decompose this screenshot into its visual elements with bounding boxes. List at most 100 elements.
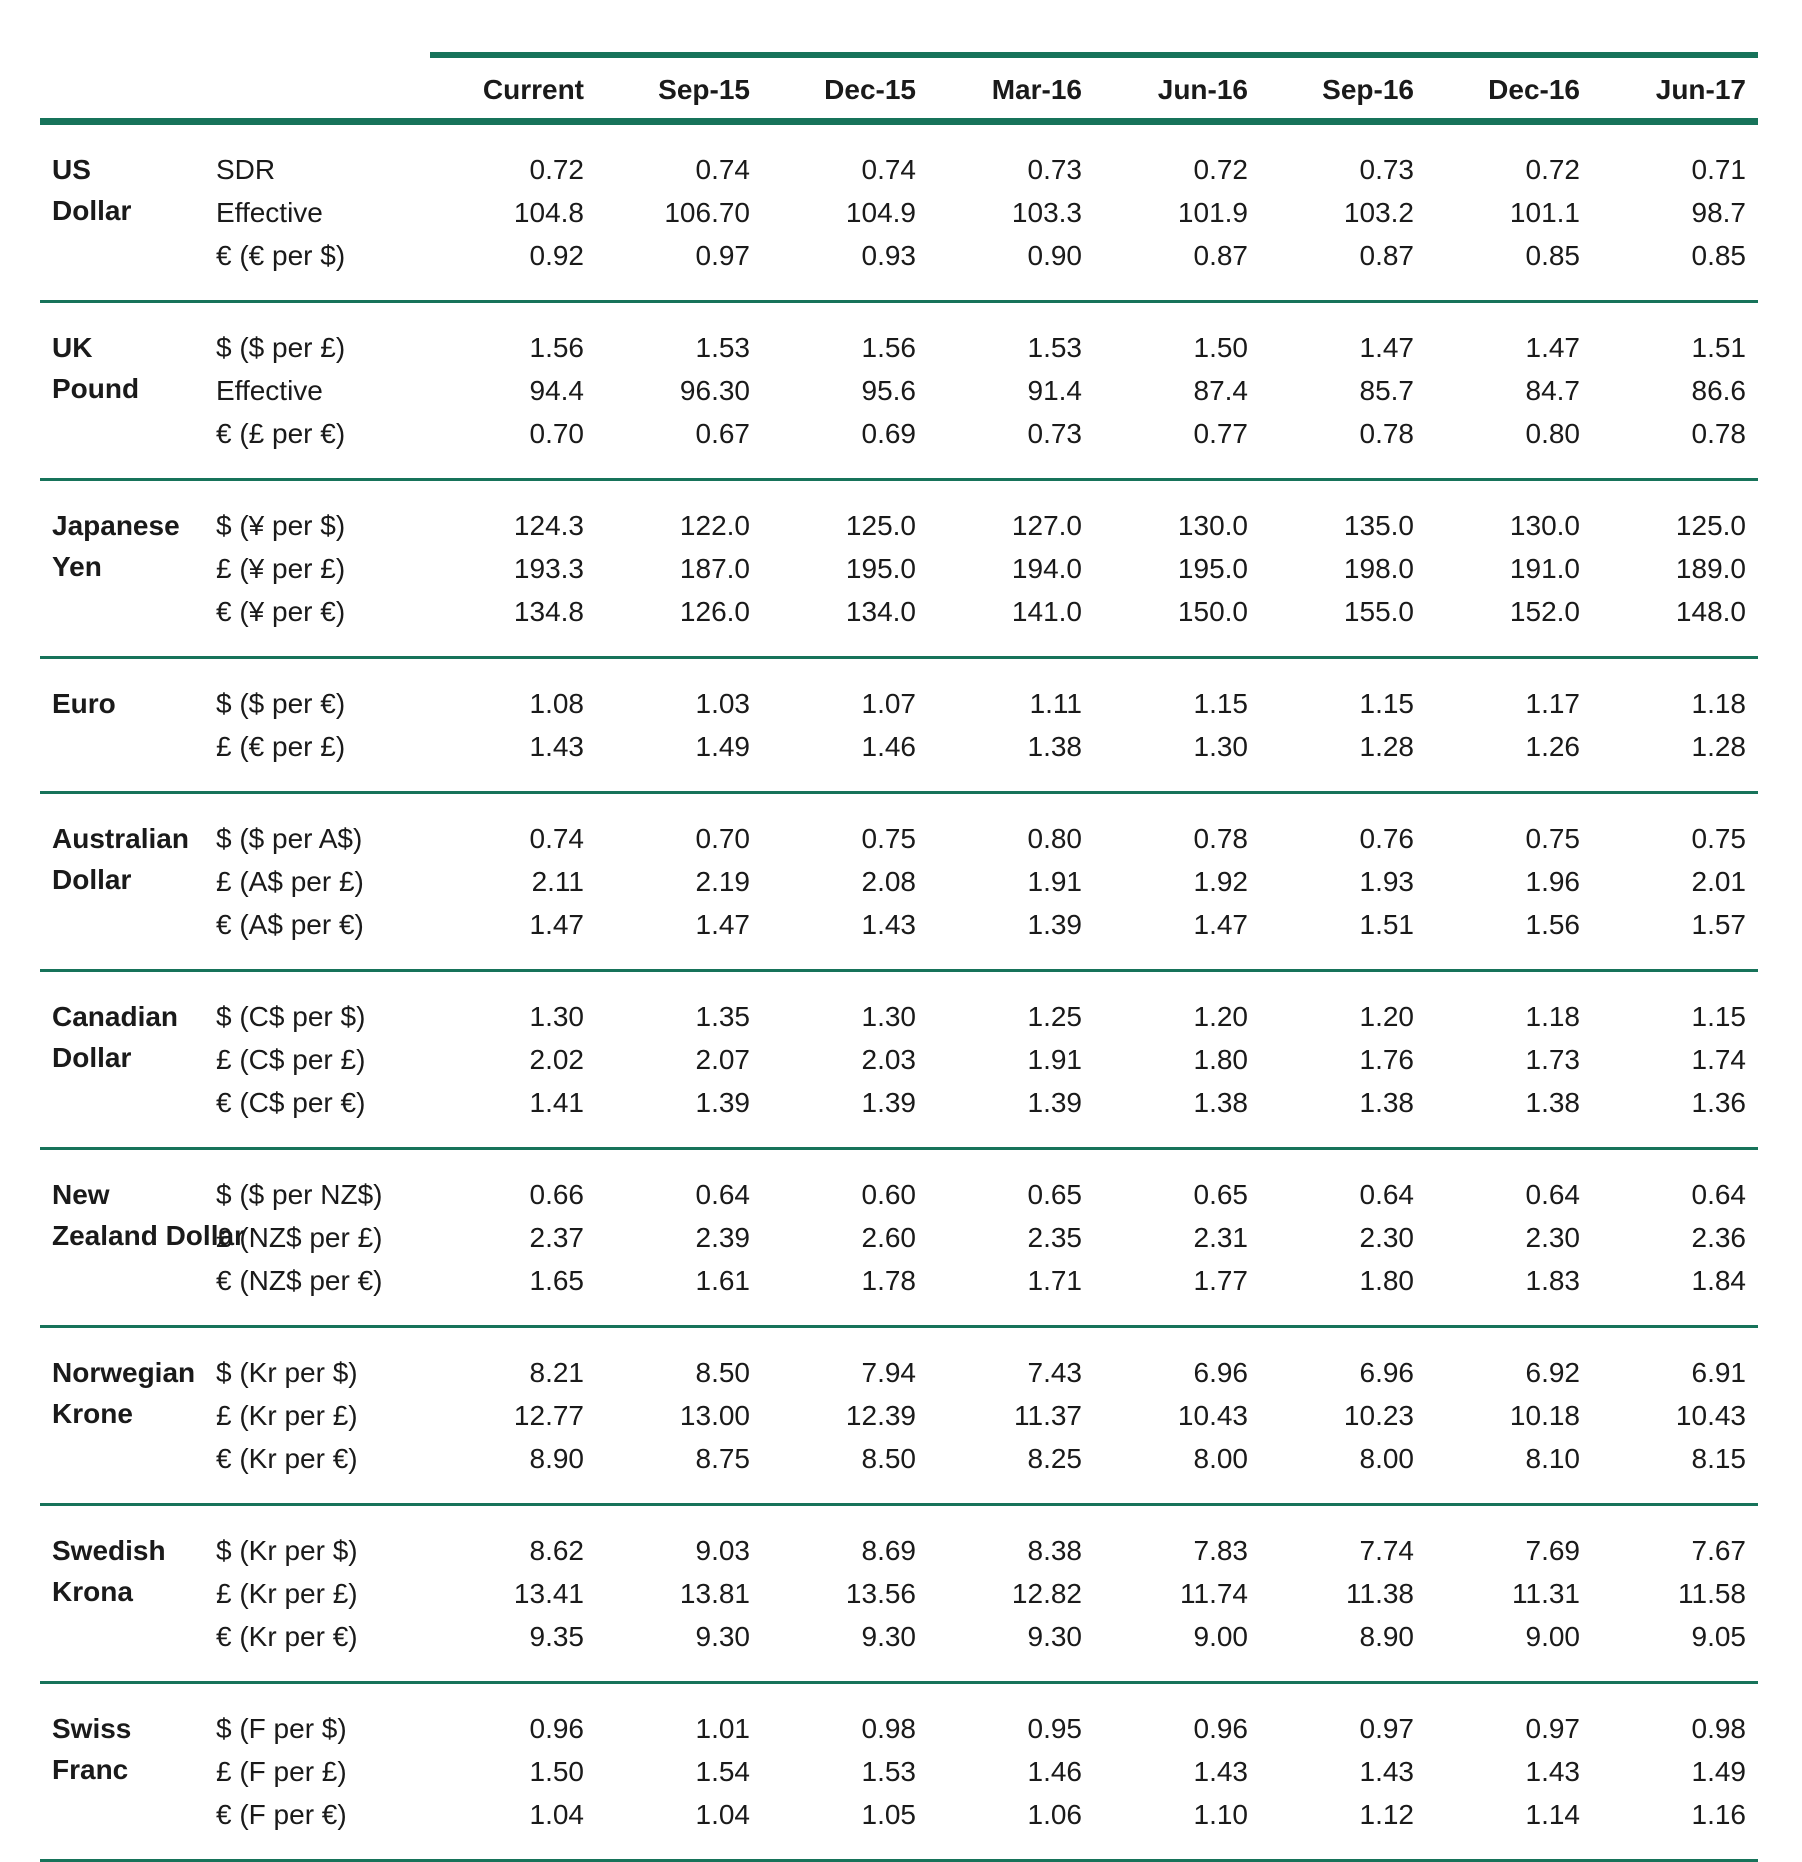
currency-name: Norwegian Krone bbox=[40, 1327, 215, 1505]
rate-value: 8.21 bbox=[529, 1357, 585, 1388]
rate-value: 0.69 bbox=[861, 418, 917, 449]
table-row: US Dollar SDR 0.72 0.74 0.74 0.73 0.72 0.73 0.72 0… bbox=[40, 122, 1758, 226]
rate-value: 124.3 bbox=[513, 510, 584, 541]
rate-value: 9.03 bbox=[695, 1535, 751, 1566]
table-row: £ (F per £) 1.50 1.54 1.53 1.46 1.43 1.43 1.43 1… bbox=[40, 1750, 1758, 1793]
rate-value: 1.43 bbox=[529, 731, 585, 762]
rate-value: 0.87 bbox=[1193, 240, 1249, 271]
rate-label: $ ($ per NZ$) bbox=[216, 1179, 383, 1210]
rate-value: 8.15 bbox=[1691, 1443, 1747, 1474]
rate-value: 95.6 bbox=[861, 375, 917, 406]
rate-label: € (F per €) bbox=[216, 1799, 347, 1830]
currency-name-line: Franc bbox=[52, 1754, 129, 1785]
rate-value: 155.0 bbox=[1343, 596, 1414, 627]
rate-value: 1.11 bbox=[1029, 688, 1082, 719]
currency-name-line: Japanese bbox=[52, 510, 180, 541]
rate-value: 0.64 bbox=[1691, 1179, 1747, 1210]
rate-value: 2.07 bbox=[695, 1044, 751, 1075]
rate-value: 2.08 bbox=[861, 866, 917, 897]
table-row: € (NZ$ per €) 1.65 1.61 1.78 1.71 1.77 1.80 1.8… bbox=[40, 1259, 1758, 1327]
rate-value: 7.83 bbox=[1193, 1535, 1249, 1566]
rate-value: 2.01 bbox=[1691, 866, 1747, 897]
rate-value: 189.0 bbox=[1675, 553, 1746, 584]
rate-value: 101.1 bbox=[1509, 197, 1580, 228]
rate-value: 1.47 bbox=[1525, 332, 1581, 363]
rate-value: 8.90 bbox=[1359, 1621, 1415, 1652]
rate-value: 11.74 bbox=[1180, 1578, 1248, 1609]
rate-label: £ (A$ per £) bbox=[216, 866, 364, 897]
rate-value: 194.0 bbox=[1011, 553, 1082, 584]
rate-value: 8.62 bbox=[529, 1535, 585, 1566]
rate-value: 130.0 bbox=[1509, 510, 1580, 541]
rate-value: 127.0 bbox=[1011, 510, 1082, 541]
rate-value: 103.2 bbox=[1343, 197, 1414, 228]
rate-value: 0.60 bbox=[861, 1179, 917, 1210]
rate-value: 13.81 bbox=[679, 1578, 750, 1609]
table-row: Canadian Dollar $ (C$ per $) 1.30 1.35 1.30 1.… bbox=[40, 971, 1758, 1073]
rate-label: £ (C$ per £) bbox=[216, 1044, 366, 1075]
rate-value: 1.20 bbox=[1359, 1001, 1415, 1032]
currency-name-line: Canadian bbox=[52, 1001, 179, 1032]
rate-value: 85.7 bbox=[1359, 375, 1415, 406]
rate-value: 0.78 bbox=[1691, 418, 1747, 449]
rate-value: 1.10 bbox=[1193, 1799, 1249, 1830]
rate-value: 0.71 bbox=[1691, 154, 1747, 185]
currency-name: US Dollar bbox=[40, 122, 215, 302]
rate-value: 11.37 bbox=[1014, 1400, 1082, 1431]
currency-group: Australian Dollar $ ($ per A$) 0.74 0.70 0.75… bbox=[40, 792, 1758, 971]
rate-value: 6.92 bbox=[1525, 1357, 1581, 1388]
table-row: € (Kr per €) 8.90 8.75 8.50 8.25 8.00 8.00 8.10… bbox=[40, 1437, 1758, 1505]
rate-value: 1.43 bbox=[1193, 1756, 1249, 1787]
rate-value: 1.05 bbox=[861, 1799, 917, 1830]
table-row: UK Pound $ ($ per £) 1.56 1.53 1.56 1.53 1.50 1.… bbox=[40, 302, 1758, 404]
rate-value: 84.7 bbox=[1525, 375, 1581, 406]
rate-value: 8.69 bbox=[861, 1535, 917, 1566]
rate-value: 104.8 bbox=[513, 197, 584, 228]
rate-value: 134.8 bbox=[513, 596, 584, 627]
rate-value: 1.46 bbox=[1027, 1756, 1083, 1787]
rate-value: 1.80 bbox=[1359, 1265, 1415, 1296]
rate-label: € (€ per $) bbox=[216, 240, 346, 271]
rate-value: 0.72 bbox=[1193, 154, 1249, 185]
rate-value: 1.03 bbox=[695, 688, 751, 719]
currency-name-line: Pound bbox=[52, 373, 140, 404]
rate-value: 1.43 bbox=[861, 909, 917, 940]
column-header-sep-15: Sep-15 bbox=[596, 52, 762, 122]
currency-name-line: Dollar bbox=[52, 195, 132, 226]
rate-value: 1.39 bbox=[695, 1087, 751, 1118]
currency-name-line: New bbox=[52, 1179, 110, 1210]
rate-value: 1.16 bbox=[1691, 1799, 1747, 1830]
rate-value: 0.97 bbox=[1359, 1713, 1415, 1744]
rate-value: 0.97 bbox=[695, 240, 751, 271]
rate-value: 135.0 bbox=[1343, 510, 1414, 541]
column-header-dec-15: Dec-15 bbox=[762, 52, 928, 122]
rate-value: 1.38 bbox=[1193, 1087, 1249, 1118]
rate-label: £ (¥ per £) bbox=[216, 553, 346, 584]
currency-name-line: Swedish bbox=[52, 1535, 166, 1566]
currency-name-line: Dollar bbox=[52, 1042, 132, 1073]
rate-value: 1.43 bbox=[1525, 1756, 1581, 1787]
rate-value: 0.70 bbox=[695, 823, 751, 854]
rate-value: 1.38 bbox=[1525, 1087, 1581, 1118]
rate-value: 0.73 bbox=[1027, 418, 1083, 449]
rate-value: 8.50 bbox=[861, 1443, 917, 1474]
rate-value: 0.74 bbox=[695, 154, 751, 185]
rate-value: 9.00 bbox=[1525, 1621, 1581, 1652]
rate-value: 1.65 bbox=[529, 1265, 585, 1296]
currency-name: Swiss Franc bbox=[40, 1683, 215, 1861]
rate-value: 2.30 bbox=[1359, 1222, 1415, 1253]
table-row: £ (Kr per £) 12.77 13.00 12.39 11.37 10.43 10.… bbox=[40, 1394, 1758, 1437]
rate-value: 195.0 bbox=[1177, 553, 1248, 584]
rate-value: 2.36 bbox=[1691, 1222, 1747, 1253]
rate-value: 0.64 bbox=[1359, 1179, 1415, 1210]
rate-value: 1.25 bbox=[1027, 1001, 1083, 1032]
rate-value: 2.39 bbox=[695, 1222, 751, 1253]
rate-value: 0.72 bbox=[529, 154, 585, 185]
column-header-dec-16: Dec-16 bbox=[1426, 52, 1592, 122]
column-header-current: Current bbox=[430, 52, 596, 122]
rate-value: 91.4 bbox=[1027, 375, 1083, 406]
rate-value: 1.51 bbox=[1691, 332, 1747, 363]
table-row: Japanese Yen $ (¥ per $) 124.3 122.0 125.0 127… bbox=[40, 480, 1758, 582]
currency-group: Norwegian Krone $ (Kr per $) 8.21 8.50 7.94 7.… bbox=[40, 1326, 1758, 1505]
rate-value: 96.30 bbox=[679, 375, 750, 406]
